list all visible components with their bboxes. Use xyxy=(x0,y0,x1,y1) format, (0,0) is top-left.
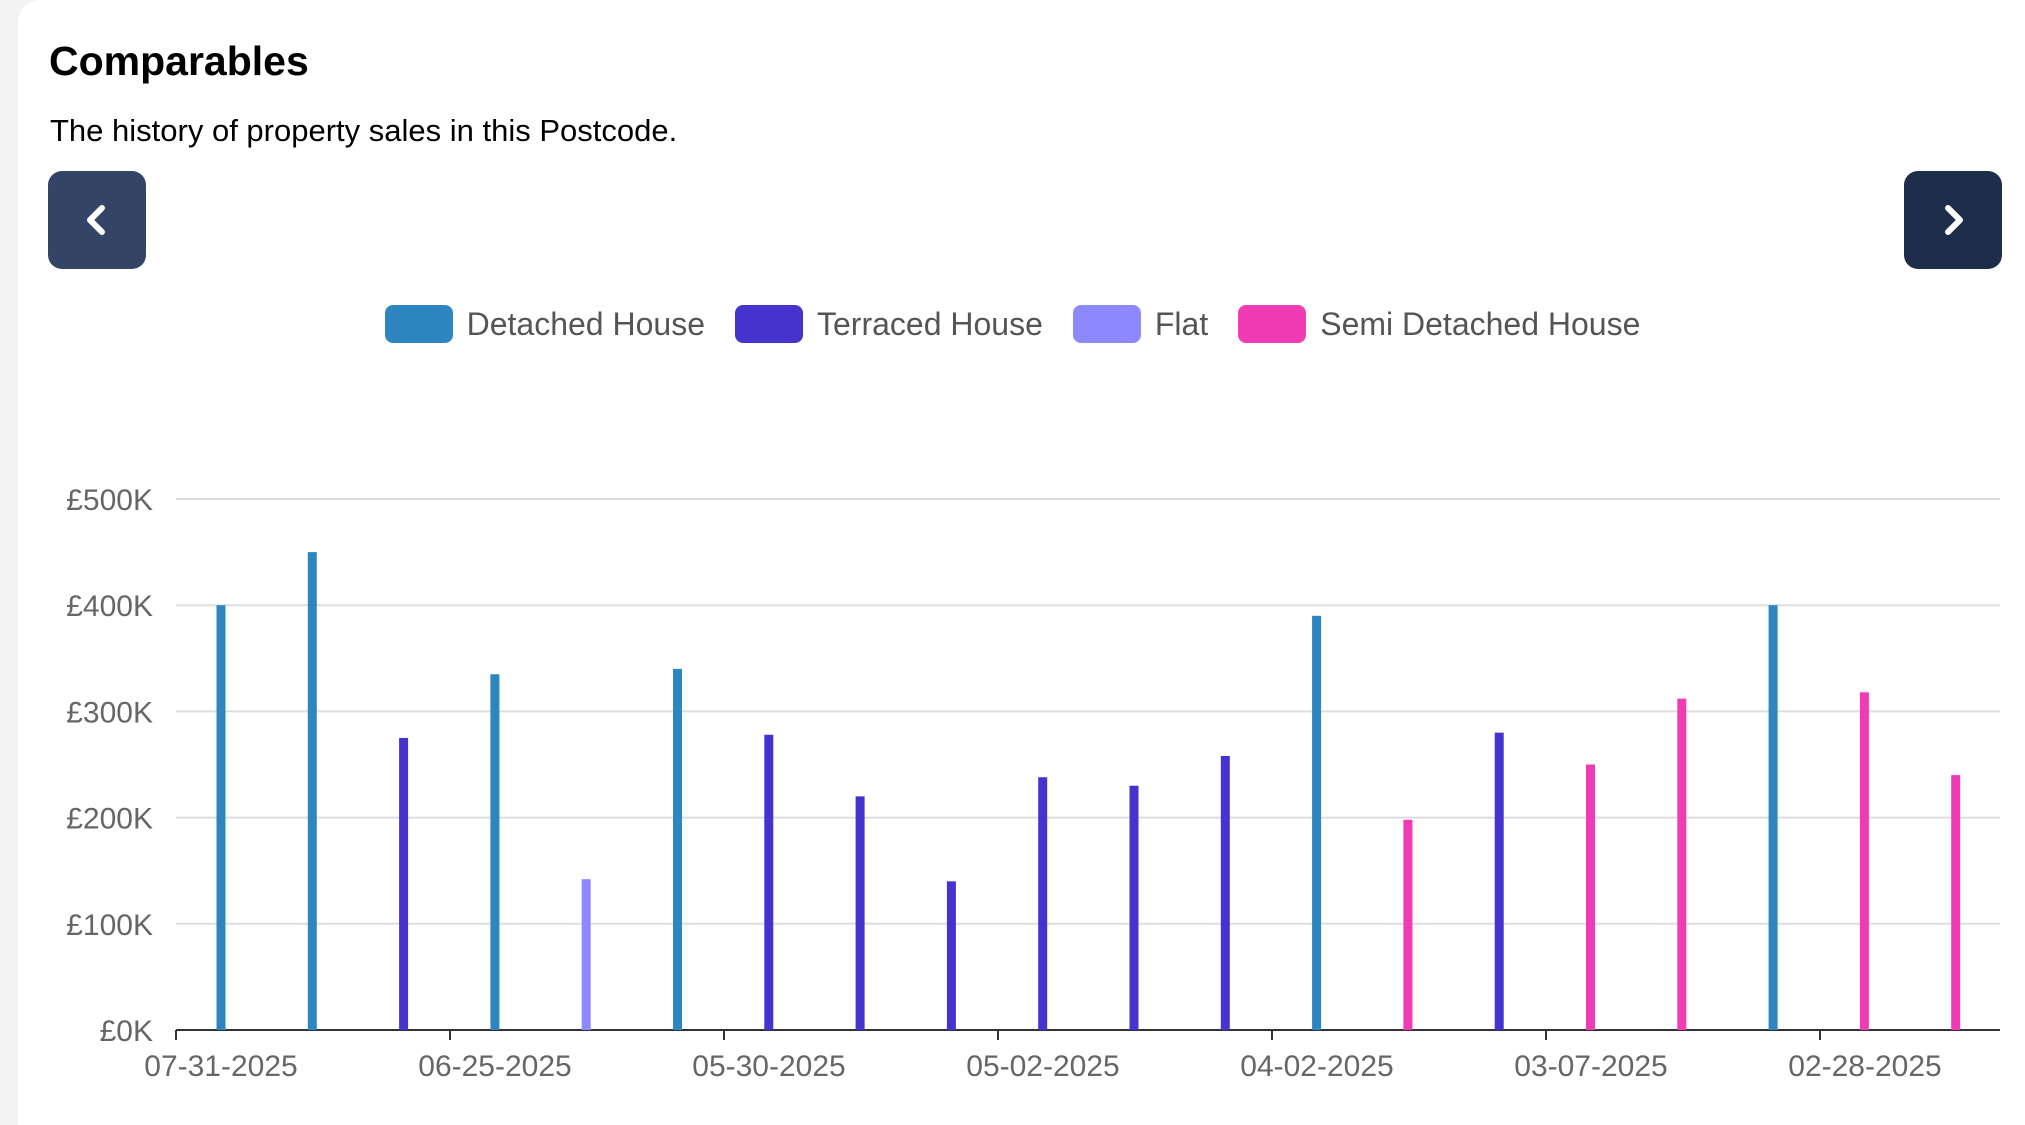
y-tick-label: £400K xyxy=(66,590,153,623)
y-tick-label: £200K xyxy=(66,803,153,836)
legend-item-detached[interactable]: Detached House xyxy=(384,305,705,343)
bar xyxy=(1768,605,1778,1030)
bar xyxy=(1677,698,1687,1030)
bar xyxy=(1038,777,1048,1030)
legend-label: Detached House xyxy=(466,305,705,342)
comparables-card xyxy=(18,0,2025,1125)
legend-label: Flat xyxy=(1154,305,1209,342)
x-tick-label: 03-07-2025 xyxy=(1514,1050,1667,1083)
x-tick-label: 05-30-2025 xyxy=(692,1050,845,1083)
page-subtitle: The history of property sales in this Po… xyxy=(50,113,678,148)
x-tick-label: 07-31-2025 xyxy=(144,1050,297,1083)
bar xyxy=(1312,615,1322,1030)
bar xyxy=(1129,785,1139,1030)
bar xyxy=(1951,775,1961,1030)
bar xyxy=(855,796,865,1030)
legend-label: Terraced House xyxy=(816,305,1043,342)
y-tick-label: £500K xyxy=(66,484,153,517)
bar xyxy=(490,674,500,1030)
bar xyxy=(673,668,682,1030)
x-tick-label: 06-25-2025 xyxy=(418,1050,571,1083)
bar xyxy=(1859,692,1869,1030)
bar xyxy=(946,881,956,1030)
legend-item-terraced[interactable]: Terraced House xyxy=(734,305,1043,343)
bar xyxy=(1494,732,1504,1030)
bar xyxy=(581,879,591,1030)
bar xyxy=(216,605,226,1030)
x-tick-label: 02-28-2025 xyxy=(1788,1050,1941,1083)
legend-swatch xyxy=(384,305,453,343)
chevron-right-icon xyxy=(1945,205,1963,235)
legend-item-flat[interactable]: Flat xyxy=(1072,305,1209,343)
x-tick-label: 05-02-2025 xyxy=(966,1050,1119,1083)
legend-label: Semi Detached House xyxy=(1320,305,1641,342)
bar xyxy=(1403,819,1413,1030)
x-tick-label: 04-02-2025 xyxy=(1240,1050,1393,1083)
bar xyxy=(1586,764,1595,1030)
chart-legend: Detached House Terraced House Flat Semi … xyxy=(0,305,2025,343)
legend-item-semi-detached[interactable]: Semi Detached House xyxy=(1238,305,1640,343)
page-title: Comparables xyxy=(49,38,309,84)
bar xyxy=(307,552,317,1030)
y-tick-label: £0K xyxy=(100,1015,153,1048)
legend-swatch xyxy=(734,305,803,343)
bar xyxy=(764,734,774,1030)
next-button[interactable] xyxy=(1904,171,2002,269)
y-tick-label: £100K xyxy=(66,909,153,942)
legend-swatch xyxy=(1072,305,1141,343)
bar xyxy=(399,737,409,1030)
previous-button[interactable] xyxy=(48,171,146,269)
y-tick-label: £300K xyxy=(66,696,153,729)
bar xyxy=(1220,756,1230,1030)
chevron-left-icon xyxy=(87,205,105,235)
legend-swatch xyxy=(1238,305,1307,343)
